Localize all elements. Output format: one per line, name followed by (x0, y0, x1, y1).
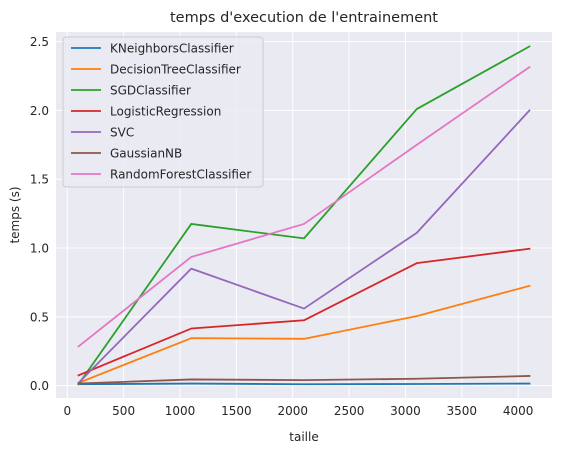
legend-box (62, 36, 264, 188)
x-tick-label: 1000 (165, 404, 196, 418)
y-tick-label: 1.0 (30, 242, 49, 256)
legend: KNeighborsClassifier DecisionTreeClassifi… (62, 36, 264, 188)
series-line-logistic-regression (77, 247, 531, 377)
legend-label-logistic-regression: LogisticRegression (110, 105, 221, 119)
chart-title: temps d'execution de l'entrainement (170, 10, 438, 26)
x-tick-labels: 0 500 1000 1500 2000 2500 3000 3500 4000 (63, 404, 533, 418)
legend-items: KNeighborsClassifier DecisionTreeClassifi… (71, 42, 251, 182)
series-line-kneighbors-classifier (77, 382, 531, 386)
legend-label-kneighbors-classifier: KNeighborsClassifier (110, 42, 234, 56)
y-tick-labels: 0.0 0.5 1.0 1.5 2.0 2.5 (30, 35, 49, 393)
series-lines (77, 45, 531, 386)
y-tick-label: 2.5 (30, 35, 49, 49)
x-tick-label: 3000 (390, 404, 421, 418)
y-tick-label: 1.5 (30, 173, 49, 187)
x-tick-label: 2000 (277, 404, 308, 418)
y-tick-label: 0.5 (30, 310, 49, 324)
legend-label-svc: SVC (110, 126, 134, 140)
x-tick-label: 4000 (503, 404, 534, 418)
series-line-gaussian-nb (77, 375, 531, 385)
legend-label-decision-tree-classifier: DecisionTreeClassifier (110, 63, 241, 77)
legend-label-random-forest-classifier: RandomForestClassifier (110, 168, 251, 182)
y-tick-label: 2.0 (30, 104, 49, 118)
legend-label-gaussian-nb: GaussianNB (110, 147, 182, 161)
y-tick-label: 0.0 (30, 379, 49, 393)
x-tick-label: 0 (63, 404, 71, 418)
x-tick-label: 1500 (221, 404, 252, 418)
series-line-svc (77, 109, 531, 385)
x-tick-label: 500 (112, 404, 135, 418)
x-tick-label: 2500 (334, 404, 365, 418)
series-line-random-forest-classifier (77, 65, 531, 348)
legend-label-sgdclassifier: SGDClassifier (110, 84, 191, 98)
series-line-decision-tree-classifier (77, 284, 531, 385)
x-tick-label: 3500 (447, 404, 478, 418)
x-axis-label: taille (289, 430, 318, 444)
series-line-sgdclassifier (77, 45, 531, 386)
y-axis-label: temps (s) (8, 186, 22, 243)
